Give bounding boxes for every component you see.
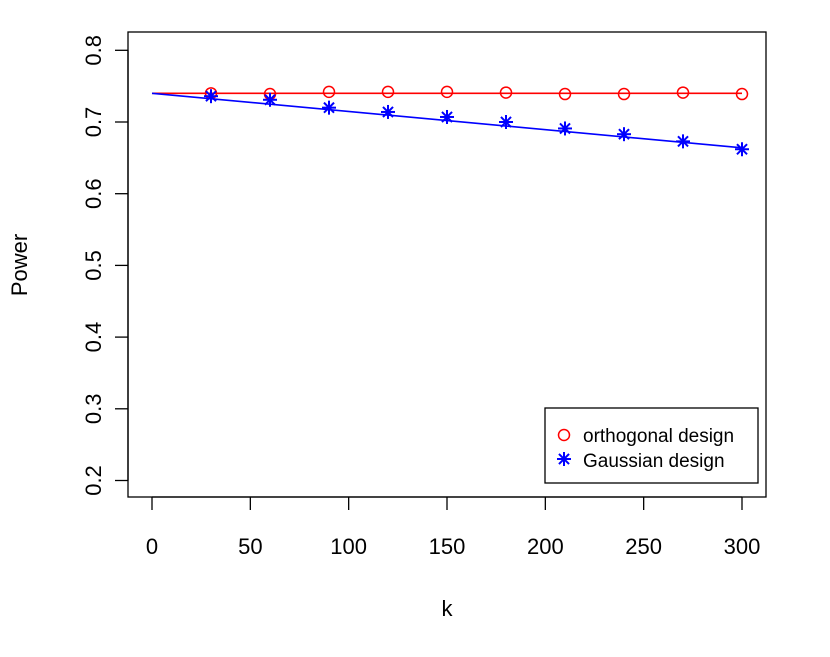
legend-asterisk-marker (557, 452, 571, 466)
x-tick-label: 50 (238, 534, 262, 559)
gaussian-point (204, 89, 218, 104)
orthogonal-point (617, 87, 631, 101)
y-tick-label: 0.5 (81, 250, 106, 281)
y-tick-label: 0.7 (81, 107, 106, 138)
x-tick-label: 0 (146, 534, 158, 559)
x-axis-label: k (442, 596, 454, 621)
y-tick-label: 0.8 (81, 35, 106, 66)
gaussian-point (735, 142, 749, 157)
orthogonal-point (381, 85, 395, 99)
x-tick-label: 300 (724, 534, 761, 559)
y-axis: 0.2 0.3 0.4 0.5 0.6 0.7 0.8 (81, 35, 129, 496)
legend: orthogonal design Gaussian design (544, 407, 759, 484)
gaussian-point (558, 121, 572, 136)
orthogonal-point (558, 87, 572, 101)
x-axis: 0 50 100 150 200 250 300 (146, 496, 761, 559)
legend-box (544, 407, 759, 484)
legend-label-orthogonal: orthogonal design (583, 426, 734, 447)
orthogonal-point (322, 85, 336, 99)
gaussian-point (381, 104, 395, 119)
x-tick-label: 100 (330, 534, 367, 559)
gaussian-point (263, 92, 277, 107)
gaussian-point (617, 127, 631, 142)
y-tick-label: 0.2 (81, 465, 106, 496)
legend-star (557, 452, 571, 466)
y-tick-label: 0.3 (81, 394, 106, 425)
y-axis-label: Power (7, 234, 32, 296)
x-tick-label: 250 (625, 534, 662, 559)
gaussian-point (440, 109, 454, 124)
gaussian-point (499, 115, 513, 129)
orthogonal-point (440, 85, 454, 99)
x-tick-label: 200 (527, 534, 564, 559)
orthogonal-point (735, 87, 749, 101)
legend-label-gaussian: Gaussian design (583, 451, 725, 472)
orthogonal-point (499, 86, 513, 99)
gaussian-point (322, 100, 336, 115)
series-layer (151, 85, 749, 157)
legend-circle-marker (557, 428, 571, 442)
orthogonal-point (676, 86, 690, 99)
y-tick-label: 0.4 (81, 322, 106, 353)
gaussian-point (676, 134, 690, 149)
y-tick-label: 0.6 (81, 178, 106, 209)
x-tick-label: 150 (429, 534, 466, 559)
